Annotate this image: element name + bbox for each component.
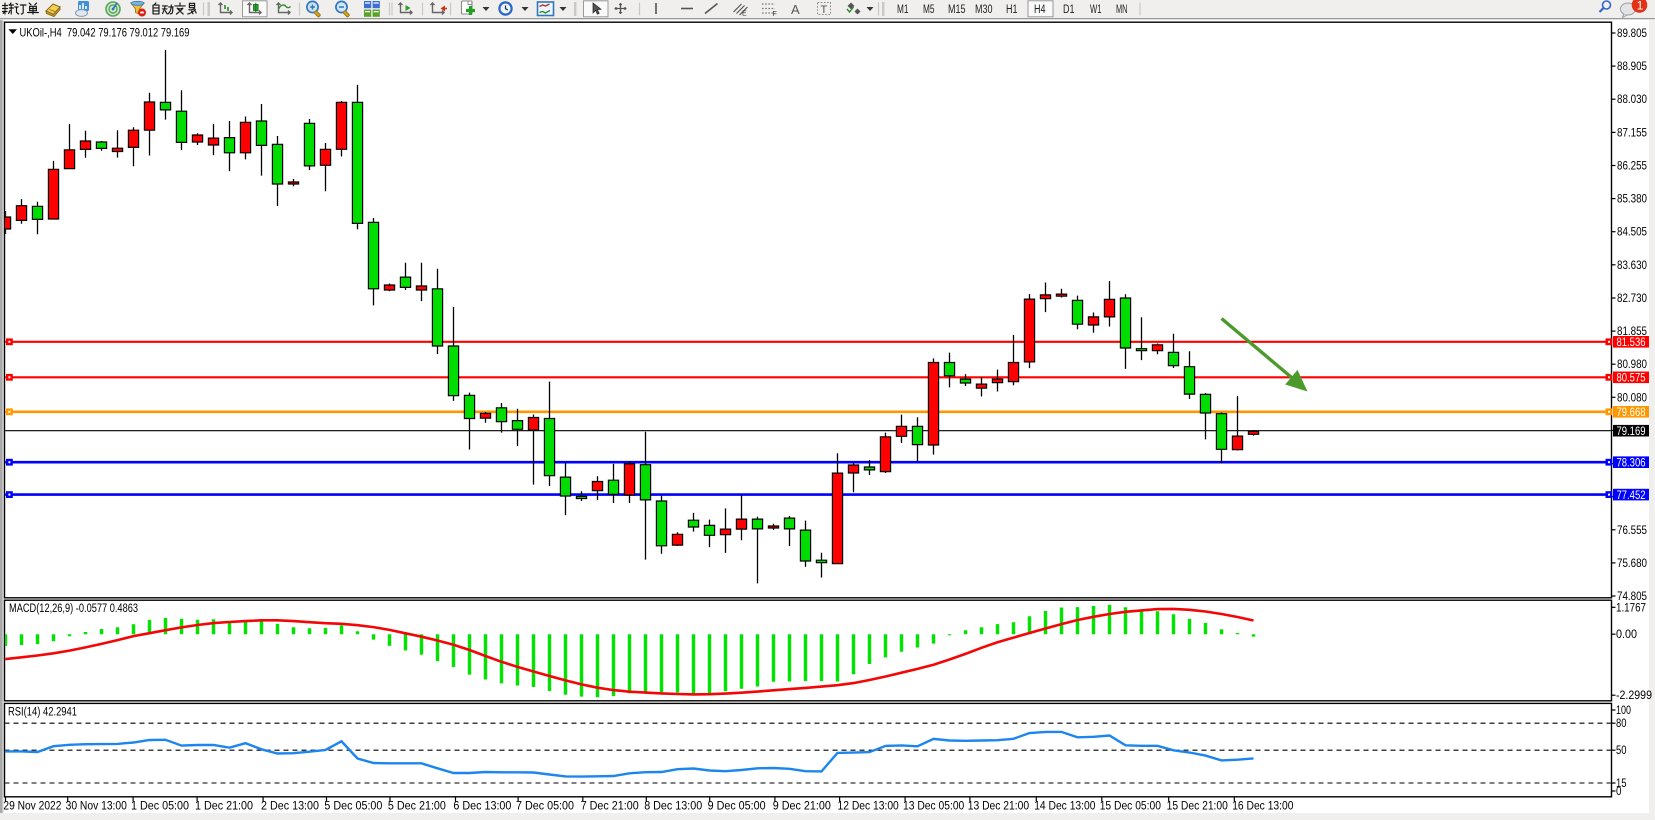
- svg-text:79.668: 79.668: [1617, 407, 1646, 419]
- svg-text:74.805: 74.805: [1617, 591, 1647, 603]
- svg-text:80: 80: [1616, 718, 1627, 730]
- svg-text:H4: H4: [1034, 4, 1046, 16]
- svg-text:29 Nov 2022: 29 Nov 2022: [3, 801, 61, 813]
- svg-text:15 Dec 05:00: 15 Dec 05:00: [1100, 801, 1161, 813]
- svg-text:80.080: 80.080: [1617, 392, 1647, 404]
- svg-text:14 Dec 13:00: 14 Dec 13:00: [1034, 801, 1095, 813]
- svg-text:15 Dec 21:00: 15 Dec 21:00: [1167, 801, 1228, 813]
- svg-text:M5: M5: [923, 4, 935, 16]
- svg-text:88.030: 88.030: [1617, 94, 1647, 106]
- svg-text:79.169: 79.169: [1617, 426, 1646, 438]
- svg-text:8 Dec 13:00: 8 Dec 13:00: [644, 801, 702, 813]
- svg-text:D1: D1: [1063, 4, 1075, 16]
- svg-text:77.452: 77.452: [1617, 490, 1646, 502]
- svg-text:0: 0: [1616, 786, 1622, 798]
- svg-text:81.855: 81.855: [1617, 326, 1647, 338]
- svg-text:87.155: 87.155: [1617, 127, 1647, 139]
- svg-text:75.680: 75.680: [1617, 558, 1647, 570]
- svg-text:89.805: 89.805: [1617, 28, 1647, 40]
- svg-text:15: 15: [1616, 778, 1627, 790]
- svg-text:1 Dec 05:00: 1 Dec 05:00: [131, 801, 189, 813]
- svg-text:M30: M30: [975, 4, 993, 16]
- svg-text:86.255: 86.255: [1617, 161, 1647, 173]
- svg-text:E: E: [742, 11, 747, 18]
- svg-text:9 Dec 21:00: 9 Dec 21:00: [773, 801, 831, 813]
- svg-text:9 Dec 05:00: 9 Dec 05:00: [708, 801, 766, 813]
- svg-text:T: T: [821, 4, 828, 16]
- svg-text:RSI(14) 42.2941: RSI(14) 42.2941: [8, 707, 77, 719]
- svg-text:50: 50: [1616, 745, 1627, 757]
- svg-text:0.00: 0.00: [1616, 629, 1637, 641]
- svg-text:85.380: 85.380: [1617, 194, 1647, 206]
- svg-text:80.980: 80.980: [1617, 359, 1647, 371]
- svg-text:1.1767: 1.1767: [1616, 602, 1646, 614]
- svg-text:12 Dec 13:00: 12 Dec 13:00: [838, 801, 899, 813]
- svg-text:5 Dec 05:00: 5 Dec 05:00: [324, 801, 382, 813]
- svg-text:81.536: 81.536: [1617, 337, 1646, 349]
- svg-text:M1: M1: [897, 4, 909, 16]
- svg-text:84.505: 84.505: [1617, 227, 1647, 239]
- svg-text:30 Nov 13:00: 30 Nov 13:00: [66, 801, 127, 813]
- svg-text:80.575: 80.575: [1617, 373, 1646, 385]
- svg-text:13 Dec 05:00: 13 Dec 05:00: [903, 801, 964, 813]
- svg-text:A: A: [791, 2, 800, 17]
- svg-text:2 Dec 13:00: 2 Dec 13:00: [261, 801, 319, 813]
- svg-text:82.730: 82.730: [1617, 293, 1647, 305]
- svg-text:F: F: [773, 11, 777, 18]
- svg-text:5 Dec 21:00: 5 Dec 21:00: [388, 801, 446, 813]
- svg-text:76.555: 76.555: [1617, 525, 1647, 537]
- svg-text:1 Dec 21:00: 1 Dec 21:00: [195, 801, 253, 813]
- svg-text:7 Dec 21:00: 7 Dec 21:00: [581, 801, 639, 813]
- svg-text:M15: M15: [948, 4, 966, 16]
- svg-text:UKOil-,H4 79.042 79.176 79.01: UKOil-,H4 79.042 79.176 79.012 79.169: [20, 26, 190, 40]
- svg-text:6 Dec 13:00: 6 Dec 13:00: [453, 801, 511, 813]
- svg-text:-2.2999: -2.2999: [1616, 690, 1652, 702]
- svg-text:100: 100: [1616, 705, 1631, 717]
- svg-text:1: 1: [1637, 0, 1644, 13]
- svg-text:MN: MN: [1116, 4, 1128, 16]
- svg-text:MACD(12,26,9) -0.0577 0.4863: MACD(12,26,9) -0.0577 0.4863: [9, 603, 138, 615]
- svg-text:7 Dec 05:00: 7 Dec 05:00: [516, 801, 574, 813]
- svg-text:78.306: 78.306: [1617, 457, 1646, 469]
- svg-text:13 Dec 21:00: 13 Dec 21:00: [968, 801, 1029, 813]
- svg-text:W1: W1: [1090, 4, 1102, 16]
- svg-text:88.905: 88.905: [1617, 61, 1647, 73]
- svg-text:83.630: 83.630: [1617, 260, 1647, 272]
- svg-text:H1: H1: [1006, 4, 1018, 16]
- svg-text:16 Dec 13:00: 16 Dec 13:00: [1232, 801, 1293, 813]
